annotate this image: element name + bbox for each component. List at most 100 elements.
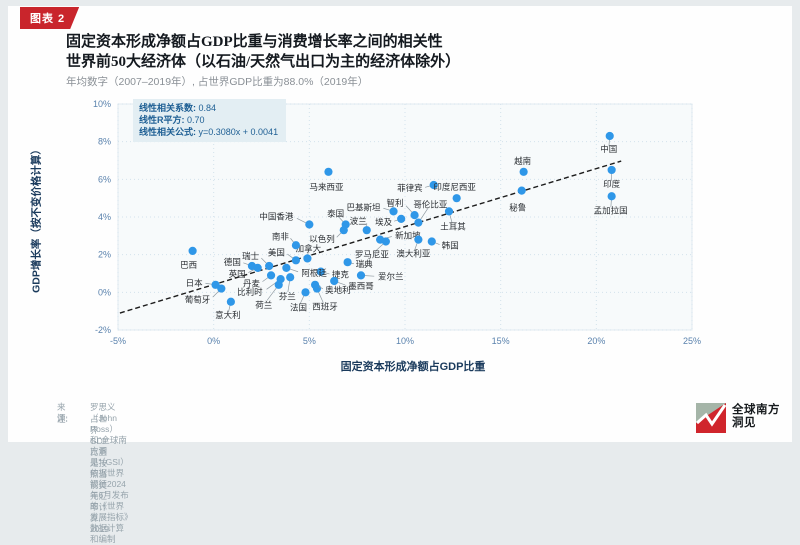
data-point	[274, 280, 283, 289]
country-label: 韩国	[442, 240, 459, 250]
data-point	[217, 284, 226, 293]
country-label: 芬兰	[279, 291, 296, 301]
data-point	[607, 165, 616, 175]
y-tick-label: 2%	[98, 250, 111, 260]
stats-r-squared: 线性R平方: 0.70	[139, 115, 205, 125]
country-label: 新加坡	[395, 231, 421, 241]
data-point	[389, 207, 398, 216]
country-label: 英国	[229, 269, 246, 279]
data-point	[444, 207, 454, 216]
data-point	[188, 246, 197, 255]
y-tick-label: 0%	[98, 287, 111, 297]
data-point	[381, 237, 390, 246]
data-point	[362, 226, 371, 235]
x-tick-label: 10%	[396, 336, 414, 346]
country-label: 巴西	[180, 260, 197, 270]
country-label: 秘鲁	[509, 203, 526, 213]
country-label: 越南	[514, 156, 531, 166]
data-point	[397, 214, 406, 223]
country-label: 比利时	[237, 287, 263, 297]
brand-logo: 全球南方 洞见	[696, 402, 788, 438]
data-point	[343, 258, 352, 267]
chart-title-line1: 固定资本形成净额占GDP比重与消费增长率之间的相关性	[66, 34, 443, 50]
data-point	[427, 237, 436, 246]
data-point	[266, 271, 276, 280]
y-tick-label: 10%	[93, 99, 111, 109]
data-point	[286, 273, 295, 282]
country-label: 日本	[186, 278, 204, 288]
data-point	[339, 226, 348, 235]
country-label: 荷兰	[255, 300, 272, 310]
country-label: 葡萄牙	[185, 295, 211, 305]
data-point	[324, 167, 333, 176]
figure-badge: 图表 2	[20, 7, 79, 29]
regression-stats-box: 线性相关系数: 0.84 线性R平方: 0.70 线性相关公式: y=0.308…	[133, 99, 287, 142]
data-point	[519, 167, 528, 176]
country-label: 印度	[603, 179, 621, 189]
country-label: 阿根廷	[301, 268, 327, 278]
x-tick-label: 15%	[492, 336, 510, 346]
data-point	[253, 263, 262, 272]
y-axis-title: GDP增长率（按不变价格计算）	[30, 144, 43, 293]
country-label: 意大利	[215, 310, 241, 320]
country-label: 墨西哥	[348, 281, 374, 291]
data-point	[452, 194, 461, 203]
country-label: 孟加拉国	[594, 205, 628, 215]
country-label: 印度尼西亚	[433, 182, 476, 192]
x-tick-label: -5%	[110, 336, 126, 346]
stats-formula: 线性相关公式: y=0.3080x + 0.0041	[139, 127, 279, 137]
country-label: 澳大利亚	[396, 249, 431, 259]
country-label: 中国	[600, 144, 617, 154]
data-point	[310, 280, 320, 289]
country-label: 智利	[387, 198, 404, 208]
data-point	[265, 261, 274, 271]
data-point	[301, 288, 310, 297]
data-point	[414, 218, 423, 227]
data-point	[291, 241, 301, 250]
x-axis-title: 固定资本形成净额占GDP比重	[340, 361, 486, 373]
country-label: 罗马尼亚	[355, 249, 390, 259]
chart-card: 图表 2 固定资本形成净额占GDP比重与消费增长率之间的相关性 世界前50大经济…	[8, 6, 792, 544]
y-tick-label: 4%	[98, 212, 111, 222]
country-label: 奥地利	[325, 285, 351, 295]
chart-subtitle: 年均数字（2007–2019年）, 占世界GDP比重为88.0%（2019年）	[66, 76, 369, 88]
data-point	[303, 254, 312, 263]
data-point	[605, 131, 614, 141]
country-label: 南非	[272, 231, 290, 241]
country-label: 丹麦	[243, 278, 261, 288]
note-text: 占世界GDP比重是按照当前美元汇率计算, 2019	[90, 414, 109, 534]
country-label: 以色列	[309, 234, 335, 244]
x-tick-label: 25%	[683, 336, 701, 346]
data-point	[429, 180, 438, 190]
country-label: 泰国	[327, 209, 344, 219]
country-label: 捷克	[332, 270, 350, 280]
trendline	[119, 160, 622, 314]
country-label: 哥伦比亚	[413, 200, 448, 210]
data-point	[305, 220, 314, 229]
country-label: 西班牙	[312, 302, 338, 312]
country-label: 加拿大	[296, 243, 322, 253]
country-label: 爱尔兰	[378, 271, 404, 281]
data-point	[226, 297, 235, 306]
country-label: 瑞典	[356, 259, 374, 269]
data-point	[414, 235, 423, 244]
logo-text: 全球南方 洞见	[732, 404, 780, 429]
data-point	[356, 271, 366, 280]
data-point	[410, 211, 419, 220]
country-label: 巴基斯坦	[347, 202, 382, 212]
note-key: 注:	[57, 414, 68, 424]
country-label: 法国	[290, 302, 307, 312]
data-point	[517, 186, 526, 195]
data-point	[607, 192, 616, 201]
stats-coefficient: 线性相关系数: 0.84	[139, 103, 217, 113]
country-label: 中国香港	[259, 212, 294, 222]
data-point	[316, 267, 325, 276]
x-tick-label: 5%	[303, 336, 316, 346]
logo-icon	[696, 403, 726, 433]
country-label: 波兰	[350, 216, 367, 226]
source-key: 来源:	[57, 402, 68, 423]
chart-title-line2: 世界前50大经济体（以石油/天然气出口为主的经济体除外）	[66, 54, 461, 70]
country-label: 德国	[224, 257, 241, 267]
y-tick-label: 8%	[98, 137, 111, 147]
y-tick-label: -2%	[95, 325, 111, 335]
